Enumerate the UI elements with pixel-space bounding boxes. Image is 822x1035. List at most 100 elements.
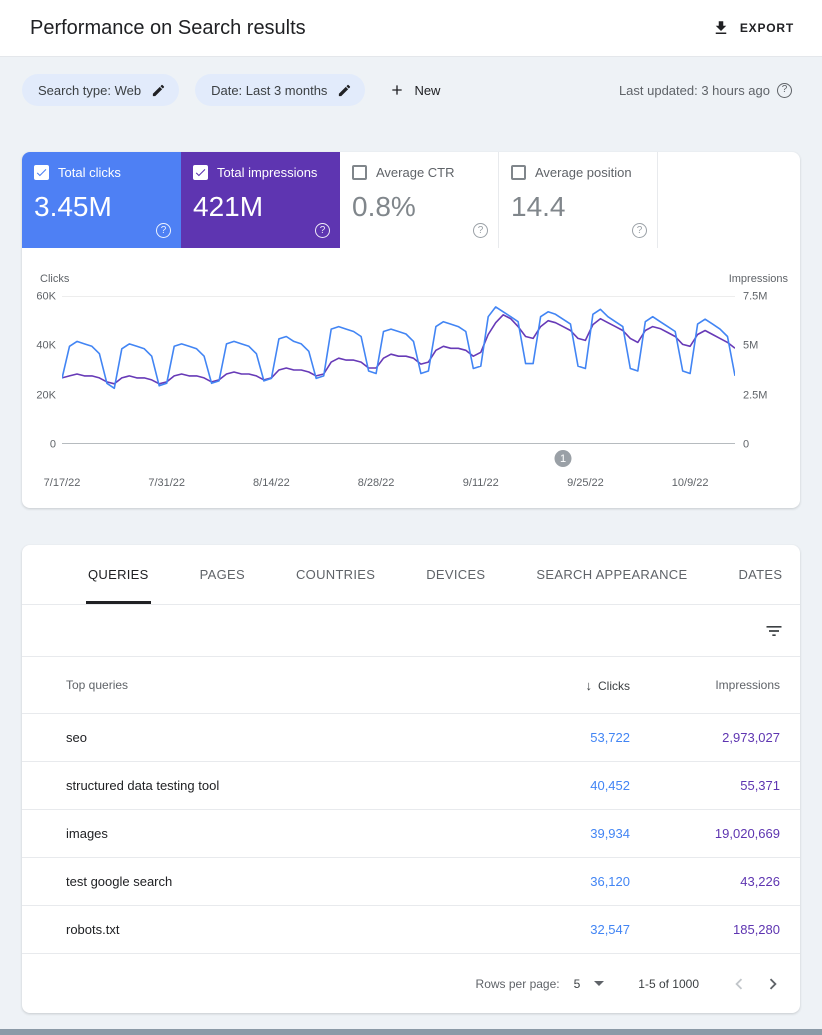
column-header-impressions[interactable]: Impressions	[715, 678, 780, 692]
metric-card-head: Total clicks	[34, 165, 169, 180]
table-row[interactable]: structured data testing tool 40,452 55,3…	[22, 761, 800, 809]
date-range-chip-label: Date: Last 3 months	[211, 82, 328, 98]
query-cell: test google search	[66, 874, 173, 889]
impressions-cell: 55,371	[740, 778, 780, 793]
table-header-row: Top queries ↓ Clicks Impressions	[22, 657, 800, 713]
y-axis-tick: 5M	[743, 339, 759, 352]
previous-page-button[interactable]	[727, 972, 751, 996]
export-button[interactable]: EXPORT	[712, 19, 794, 37]
table-filter-row	[22, 605, 800, 657]
query-cell: seo	[66, 730, 87, 745]
series-line-impressions	[62, 313, 735, 385]
impressions-y-axis: 7.5M 5M 2.5M 0	[743, 291, 793, 451]
right-axis-title: Impressions	[728, 273, 788, 285]
search-type-chip-label: Search type: Web	[38, 82, 142, 98]
tab-pages[interactable]: PAGES	[199, 567, 245, 582]
total-clicks-checkbox[interactable]	[34, 165, 49, 180]
metric-card-average-ctr[interactable]: Average CTR 0.8% ?	[340, 152, 499, 248]
help-icon[interactable]: ?	[777, 82, 792, 98]
query-cell: structured data testing tool	[66, 778, 220, 793]
metric-value: 421M	[193, 191, 264, 222]
x-axis-tick: 9/11/22	[462, 477, 499, 489]
metric-card-head: Average position	[511, 165, 645, 180]
help-icon[interactable]: ?	[156, 223, 171, 238]
y-axis-tick: 60K	[36, 290, 56, 303]
y-axis-tick: 2.5M	[743, 389, 768, 402]
page-title: Performance on Search results	[30, 16, 306, 39]
download-icon	[715, 21, 727, 34]
edit-pencil-icon	[339, 84, 351, 96]
impressions-cell: 19,020,669	[714, 826, 780, 841]
metric-value: 3.45M	[34, 191, 112, 222]
performance-summary-panel: Total clicks 3.45M ? Total impressions 4…	[22, 152, 800, 508]
impressions-cell: 185,280	[733, 922, 780, 937]
rows-per-page-value[interactable]: 5	[573, 976, 581, 991]
clicks-y-axis: 60K 40K 20K 0	[22, 291, 56, 451]
pagination-bar: Rows per page: 5 1-5 of 1000	[22, 953, 800, 1013]
average-ctr-checkbox[interactable]	[352, 165, 367, 180]
clicks-cell: 53,722	[590, 730, 630, 745]
x-axis-tick: 8/14/22	[253, 477, 290, 489]
next-page-button[interactable]	[761, 972, 785, 996]
date-range-chip[interactable]: Date: Last 3 months	[195, 74, 366, 106]
help-icon[interactable]: ?	[473, 223, 488, 238]
plus-icon	[392, 85, 403, 95]
impressions-cell: 2,973,027	[722, 730, 780, 745]
annotation-marker[interactable]: 1	[554, 450, 572, 467]
new-filter-label: New	[414, 82, 441, 98]
left-axis-title: Clicks	[40, 273, 70, 285]
average-position-checkbox[interactable]	[511, 165, 526, 180]
metric-card-average-position[interactable]: Average position 14.4 ?	[499, 152, 658, 248]
help-icon[interactable]: ?	[632, 223, 647, 238]
x-axis-tick: 10/9/22	[671, 477, 709, 489]
tab-search-appearance[interactable]: SEARCH APPEARANCE	[536, 567, 688, 582]
column-header-clicks[interactable]: ↓ Clicks	[480, 677, 631, 693]
clicks-header-label: Clicks	[598, 678, 630, 693]
metric-card-head: Total impressions	[193, 165, 328, 180]
filter-icon[interactable]	[764, 621, 784, 641]
chevron-left-icon	[735, 978, 743, 989]
clicks-cell: 36,120	[590, 874, 630, 889]
column-header-top-queries[interactable]: Top queries	[66, 678, 129, 692]
y-axis-tick: 0	[49, 438, 56, 451]
help-icon[interactable]: ?	[315, 223, 330, 238]
x-axis-tick: 8/28/22	[357, 477, 395, 489]
metric-label: Total impressions	[217, 165, 318, 180]
table-row[interactable]: robots.txt 32,547 185,280	[22, 905, 800, 953]
tab-countries[interactable]: COUNTRIES	[295, 567, 376, 582]
tab-queries[interactable]: QUERIES	[86, 545, 151, 604]
performance-chart[interactable]	[62, 296, 735, 444]
table-row[interactable]: seo 53,722 2,973,027	[22, 713, 800, 761]
rows-per-page-label: Rows per page:	[475, 976, 560, 991]
annotation-layer: 1	[62, 450, 735, 467]
query-cell: images	[66, 826, 108, 841]
page-range: 1-5 of 1000	[638, 976, 699, 991]
x-axis: 7/17/22 7/31/22 8/14/22 8/28/22 9/11/22 9/25/…	[44, 477, 735, 491]
dimensions-table-panel: QUERIES PAGES COUNTRIES DEVICES SEARCH A…	[22, 545, 800, 1013]
checkmark-icon	[36, 169, 47, 177]
search-type-chip[interactable]: Search type: Web	[22, 74, 180, 106]
impressions-cell: 43,226	[740, 874, 780, 889]
metric-label: Average position	[535, 165, 632, 180]
chevron-right-icon	[769, 978, 777, 989]
metric-cards: Total clicks 3.45M ? Total impressions 4…	[22, 152, 800, 248]
last-updated: Last updated: 3 hours ago ?	[619, 82, 792, 98]
table-row[interactable]: images 39,934 19,020,669	[22, 809, 800, 857]
tab-devices[interactable]: DEVICES	[426, 567, 486, 582]
clicks-cell: 40,452	[590, 778, 630, 793]
dropdown-caret-icon[interactable]	[594, 981, 605, 986]
sort-descending-icon: ↓	[585, 677, 593, 693]
table-row[interactable]: test google search 36,120 43,226	[22, 857, 800, 905]
series-line-clicks	[62, 306, 735, 390]
metric-value: 0.8%	[352, 191, 416, 222]
metric-card-total-clicks[interactable]: Total clicks 3.45M ?	[22, 152, 181, 248]
y-axis-tick: 0	[743, 438, 750, 451]
query-cell: robots.txt	[66, 922, 120, 937]
total-impressions-checkbox[interactable]	[193, 165, 208, 180]
chart-lines	[62, 306, 735, 390]
dimension-tabs: QUERIES PAGES COUNTRIES DEVICES SEARCH A…	[22, 545, 800, 605]
metric-card-total-impressions[interactable]: Total impressions 421M ?	[181, 152, 340, 248]
metric-value: 14.4	[511, 191, 566, 222]
tab-dates[interactable]: DATES	[738, 567, 783, 582]
new-filter-button[interactable]: New	[389, 82, 440, 98]
